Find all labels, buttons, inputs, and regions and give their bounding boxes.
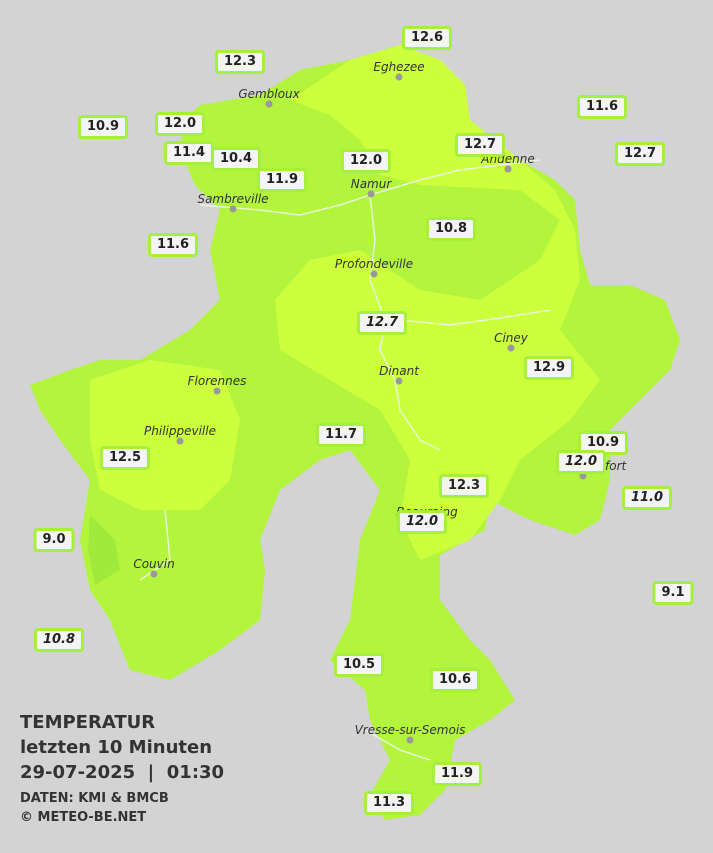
town-marker xyxy=(367,190,375,198)
town-marker xyxy=(395,377,403,385)
town-label: Florennes xyxy=(187,374,247,388)
town-label: Sambreville xyxy=(197,192,269,206)
legend-datetime: 29-07-2025 | 01:30 xyxy=(20,762,225,783)
cool-zone xyxy=(88,515,120,585)
station-value: 11.0 xyxy=(621,486,673,510)
station-value: 12.3 xyxy=(438,474,490,498)
town-marker xyxy=(229,205,237,213)
warm-zone xyxy=(275,45,600,560)
town-marker xyxy=(176,437,184,445)
station-value: 12.6 xyxy=(401,26,453,50)
town-marker xyxy=(370,270,378,278)
town-label: Philippeville xyxy=(144,424,216,438)
town-label: Profondeville xyxy=(334,257,414,271)
station-value: 10.5 xyxy=(333,653,385,677)
town-label: Namur xyxy=(350,177,392,191)
station-value: 11.7 xyxy=(315,423,367,447)
warm-zone xyxy=(90,360,240,510)
legend-copyright: © METEO-BE.NET xyxy=(20,810,147,825)
station-value: 10.6 xyxy=(429,668,481,692)
legend-source: DATEN: KMI & BMCB xyxy=(20,791,169,806)
station-value: 11.4 xyxy=(163,141,215,165)
station-value: 10.8 xyxy=(33,628,85,652)
station-value: 11.6 xyxy=(147,233,199,257)
legend-subtitle: letzten 10 Minuten xyxy=(20,737,213,758)
station-value: 11.9 xyxy=(256,168,308,192)
station-value: 11.9 xyxy=(431,762,483,786)
town-label: Dinant xyxy=(379,364,419,378)
legend-title: TEMPERATUR xyxy=(20,712,156,733)
station-value: 12.9 xyxy=(523,356,575,380)
station-value: 10.4 xyxy=(210,147,262,171)
station-value: 12.0 xyxy=(555,450,607,474)
town-label: Ciney xyxy=(494,331,528,345)
town-marker xyxy=(406,736,414,744)
town-marker xyxy=(507,344,515,352)
town-label: Eghezee xyxy=(373,60,425,74)
town-marker xyxy=(579,472,587,480)
station-value: 12.5 xyxy=(99,446,151,470)
town-marker xyxy=(265,100,273,108)
town-marker xyxy=(213,387,221,395)
station-value: 12.0 xyxy=(154,112,206,136)
station-value: 12.7 xyxy=(356,311,408,335)
town-label: Vresse-sur-Semois xyxy=(354,723,466,737)
station-value: 10.8 xyxy=(425,217,477,241)
station-value: 12.3 xyxy=(214,50,266,74)
station-value: 11.6 xyxy=(576,95,628,119)
station-value: 11.3 xyxy=(363,791,415,815)
town-label: Couvin xyxy=(133,557,175,571)
station-value: 9.0 xyxy=(33,528,75,552)
station-value: 12.0 xyxy=(340,149,392,173)
station-value: 9.1 xyxy=(652,581,694,605)
station-value: 12.7 xyxy=(454,133,506,157)
station-value: 12.7 xyxy=(614,142,666,166)
town-label: Gembloux xyxy=(238,87,300,101)
town-marker xyxy=(150,570,158,578)
station-value: 10.9 xyxy=(77,115,129,139)
town-marker xyxy=(395,73,403,81)
town-marker xyxy=(504,165,512,173)
station-value: 12.0 xyxy=(396,510,448,534)
